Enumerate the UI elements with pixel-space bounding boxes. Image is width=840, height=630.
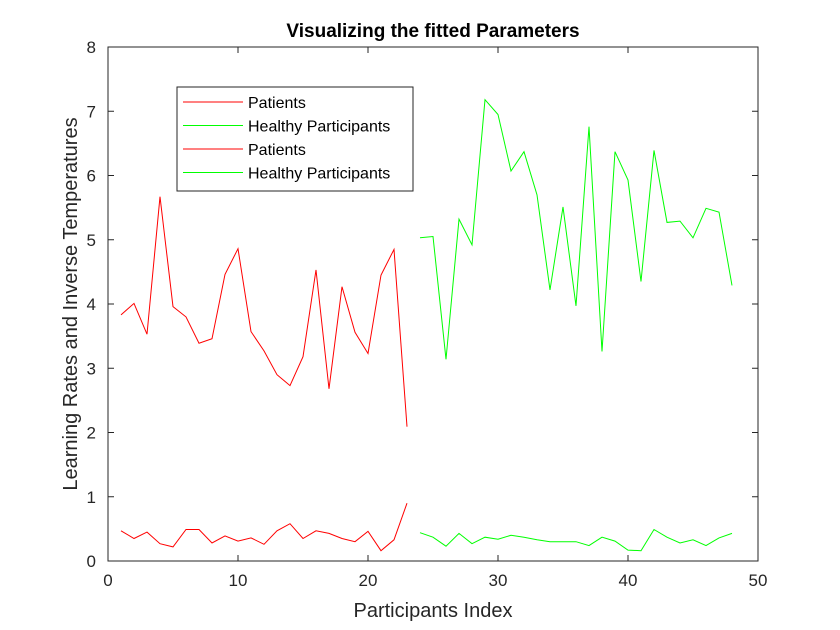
- x-tick-label: 50: [749, 571, 768, 590]
- legend-label: Healthy Participants: [248, 166, 390, 183]
- legend: Patients Healthy Participants Patients Heal…: [176, 86, 414, 192]
- legend-label: Patients: [248, 142, 306, 159]
- legend-label: Healthy Participants: [248, 119, 390, 136]
- series-line-2: [419, 528, 733, 552]
- x-tick-label: 40: [619, 571, 638, 590]
- x-tick-label: 0: [103, 571, 112, 590]
- y-tick-label: 8: [87, 38, 96, 57]
- y-tick-label: 0: [87, 552, 96, 571]
- y-tick-label: 7: [87, 102, 96, 121]
- x-axis-label: Participants Index: [354, 600, 513, 622]
- y-axis-label: Learning Rates and Inverse Temperatures: [60, 117, 82, 490]
- y-tick-label: 6: [87, 167, 96, 186]
- y-tick-label: 1: [87, 488, 96, 507]
- y-tick-label: 4: [87, 295, 96, 314]
- series-line-4: [419, 98, 733, 360]
- series-line-3: [120, 196, 408, 427]
- y-tick-label: 5: [87, 231, 96, 250]
- x-tick-label: 20: [359, 571, 378, 590]
- x-tick-label: 10: [229, 571, 248, 590]
- y-tick-label: 2: [87, 424, 96, 443]
- chart-title: Visualizing the fitted Parameters: [286, 21, 579, 42]
- series-line-1: [120, 503, 408, 552]
- y-tick-label: 3: [87, 359, 96, 378]
- x-tick-label: 30: [489, 571, 508, 590]
- legend-label: Patients: [248, 95, 306, 112]
- legend-box: [176, 86, 414, 192]
